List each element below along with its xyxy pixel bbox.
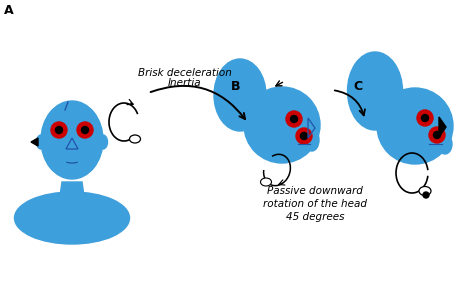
Circle shape bbox=[434, 132, 440, 139]
Text: Brisk deceleration: Brisk deceleration bbox=[138, 68, 232, 78]
Ellipse shape bbox=[419, 187, 431, 196]
Ellipse shape bbox=[36, 135, 46, 149]
Circle shape bbox=[51, 122, 67, 138]
Ellipse shape bbox=[261, 178, 272, 186]
Circle shape bbox=[244, 87, 320, 163]
Circle shape bbox=[423, 192, 429, 198]
Ellipse shape bbox=[347, 52, 402, 130]
Polygon shape bbox=[60, 182, 84, 196]
Ellipse shape bbox=[99, 135, 108, 149]
Ellipse shape bbox=[129, 135, 140, 143]
Polygon shape bbox=[439, 117, 446, 137]
Ellipse shape bbox=[214, 59, 266, 131]
Ellipse shape bbox=[438, 134, 452, 154]
Ellipse shape bbox=[305, 129, 319, 151]
Text: C: C bbox=[353, 80, 362, 93]
Circle shape bbox=[286, 111, 302, 127]
Text: Inertia: Inertia bbox=[168, 78, 202, 88]
Text: B: B bbox=[231, 80, 240, 93]
Circle shape bbox=[296, 128, 312, 144]
Polygon shape bbox=[31, 138, 38, 146]
Text: A: A bbox=[4, 4, 14, 17]
Ellipse shape bbox=[41, 101, 103, 179]
Ellipse shape bbox=[15, 192, 129, 244]
Circle shape bbox=[377, 88, 453, 164]
Circle shape bbox=[421, 115, 428, 122]
Circle shape bbox=[429, 127, 445, 143]
Text: Passive downward
rotation of the head
45 degrees: Passive downward rotation of the head 45… bbox=[263, 186, 367, 222]
Circle shape bbox=[291, 115, 298, 122]
Ellipse shape bbox=[246, 106, 258, 124]
Circle shape bbox=[301, 132, 308, 139]
Circle shape bbox=[55, 126, 63, 134]
Circle shape bbox=[417, 110, 433, 126]
Circle shape bbox=[77, 122, 93, 138]
Ellipse shape bbox=[381, 105, 393, 123]
Circle shape bbox=[82, 126, 89, 134]
